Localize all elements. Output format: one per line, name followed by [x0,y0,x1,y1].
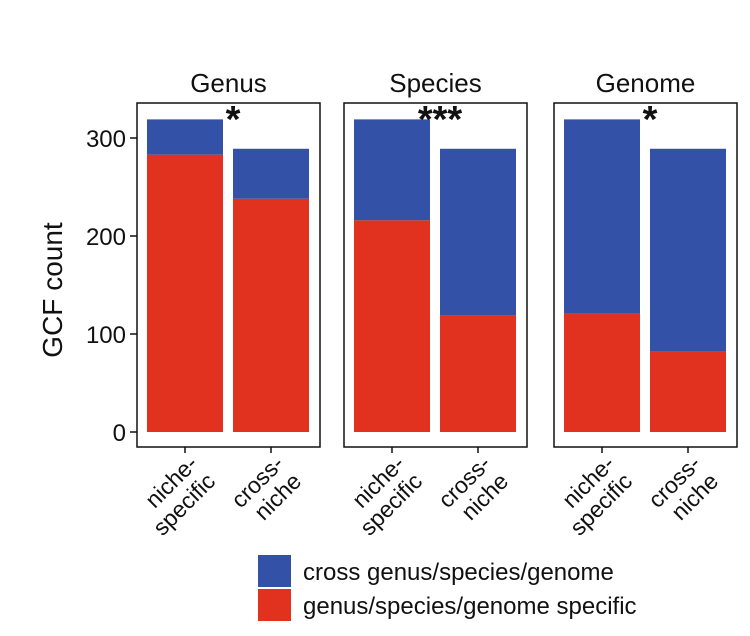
y-tick-label-300: 300 [86,126,126,153]
panel-frame-genus [136,102,321,448]
bar-genome-niche-specific-specific [564,313,640,432]
y-axis-label: GCF count [37,222,68,358]
panel-frame-species [343,102,528,448]
panel-frame-genome [553,102,738,448]
significance-genome: * [643,99,658,141]
panel-title-genus: Genus [190,68,267,98]
legend-label-specific: genus/species/genome specific [303,593,637,620]
legend-swatch-specific [258,589,291,621]
panel-title-genome: Genome [596,68,696,98]
panel-title-species: Species [389,68,482,98]
bar-species-niche-specific-specific [354,220,430,432]
y-tick-label-100: 100 [86,322,126,349]
x-tick-label-genome-niche-specific: niche-specific [547,450,637,540]
y-tick-label-0: 0 [113,420,126,447]
bar-genus-cross-niche-cross [233,148,309,199]
x-tick-label-species-niche-specific: niche-specific [337,450,427,540]
bar-species-cross-niche-cross [440,148,516,316]
legend-label-cross: cross genus/species/genome [303,559,614,586]
bar-genus-niche-specific-specific [147,154,223,432]
bar-genus-cross-niche-specific [233,198,309,432]
bar-genome-cross-niche-cross [650,148,726,352]
legend: cross genus/species/genome genus/species… [258,555,637,621]
x-tick-label-species-cross-niche: cross-niche [433,450,513,530]
bar-genus-niche-specific-cross [147,119,223,155]
y-tick-label-200: 200 [86,224,126,251]
x-tick-label-genus-cross-niche: cross-niche [226,450,306,530]
bar-species-cross-niche-specific [440,315,516,432]
bar-genome-niche-specific-cross [564,119,640,314]
significance-genus: * [226,99,241,141]
x-tick-label-genome-cross-niche: cross-niche [643,450,723,530]
legend-swatch-cross [258,555,291,587]
x-tick-label-genus-niche-specific: niche-specific [130,450,220,540]
bar-species-niche-specific-cross [354,119,430,221]
significance-species: *** [418,99,463,141]
bar-genome-cross-niche-specific [650,351,726,432]
